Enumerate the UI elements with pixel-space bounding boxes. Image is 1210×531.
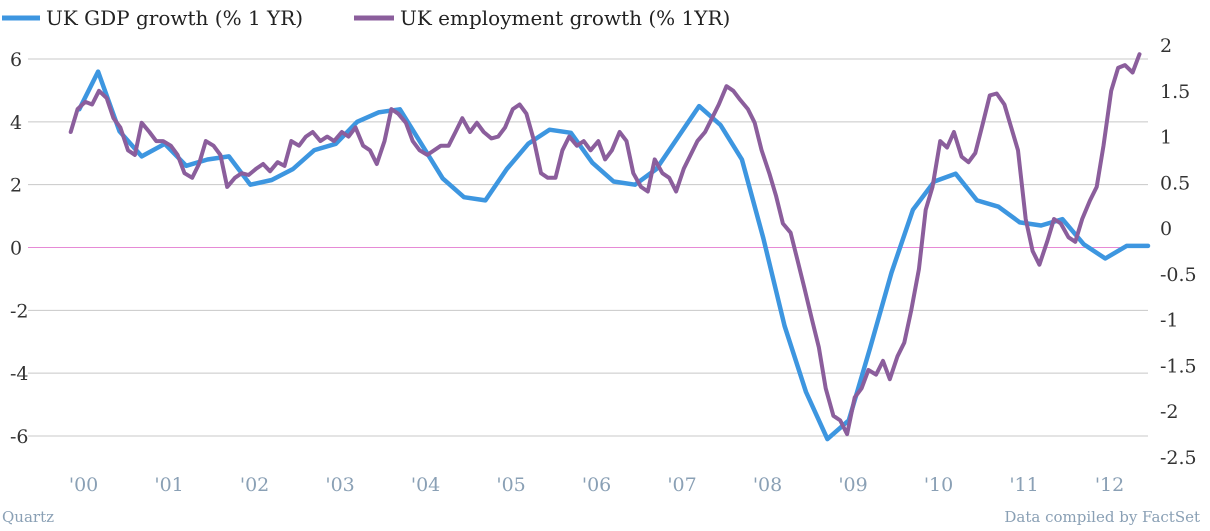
right-tick-label: -1.5 bbox=[1160, 355, 1197, 377]
x-tick-label: '08 bbox=[753, 474, 782, 496]
right-tick-label: 2 bbox=[1160, 35, 1172, 57]
right-tick-label: -2.5 bbox=[1160, 447, 1197, 469]
x-tick-label: '02 bbox=[240, 474, 269, 496]
right-tick-label: -0.5 bbox=[1160, 264, 1197, 286]
x-tick-label: '06 bbox=[582, 474, 611, 496]
right-tick-label: -1 bbox=[1160, 310, 1179, 332]
left-tick-label: -6 bbox=[10, 426, 29, 448]
right-tick-label: 0.5 bbox=[1160, 172, 1190, 194]
right-axis-ticks: 2 1.5 1 0.5 0 -0.5 -1 -1.5 -2 -2.5 bbox=[1160, 35, 1197, 469]
x-tick-label: '05 bbox=[496, 474, 525, 496]
x-tick-label: '10 bbox=[924, 474, 953, 496]
x-tick-label: '07 bbox=[667, 474, 696, 496]
left-tick-label: 2 bbox=[10, 175, 22, 197]
x-tick-label: '04 bbox=[411, 474, 440, 496]
legend-label-gdp: UK GDP growth (% 1 YR) bbox=[46, 6, 303, 30]
x-tick-label: '00 bbox=[69, 474, 98, 496]
x-tick-label: '01 bbox=[154, 474, 183, 496]
x-tick-label: '11 bbox=[1009, 474, 1038, 496]
legend-label-employment: UK employment growth (% 1YR) bbox=[400, 6, 730, 30]
x-tick-label: '09 bbox=[838, 474, 867, 496]
x-tick-label: '03 bbox=[325, 474, 354, 496]
footer-source-left: Quartz bbox=[2, 508, 54, 526]
series-line-employment bbox=[68, 52, 1142, 437]
right-tick-label: -2 bbox=[1160, 401, 1179, 423]
grid-lines bbox=[28, 58, 1148, 437]
left-tick-label: -2 bbox=[10, 300, 29, 322]
legend: UK GDP growth (% 1 YR) UK employment gro… bbox=[2, 6, 730, 30]
right-tick-label: 1 bbox=[1160, 127, 1172, 149]
footer-source-right: Data compiled by FactSet bbox=[1004, 508, 1200, 526]
right-tick-label: 0 bbox=[1160, 218, 1172, 240]
left-tick-label: 6 bbox=[10, 49, 22, 71]
left-tick-label: -4 bbox=[10, 363, 29, 385]
left-axis-ticks: 6 4 2 0 -2 -4 -6 bbox=[10, 49, 29, 448]
left-tick-label: 0 bbox=[10, 238, 22, 260]
x-tick-label: '12 bbox=[1095, 474, 1124, 496]
x-axis-ticks: '00 '01 '02 '03 '04 '05 '06 '07 '08 '09 '10 '11 '12 bbox=[69, 474, 1124, 496]
series-lines bbox=[68, 52, 1151, 442]
right-tick-label: 1.5 bbox=[1160, 81, 1190, 103]
series-line-gdp bbox=[77, 69, 1151, 442]
left-tick-label: 4 bbox=[10, 112, 22, 134]
